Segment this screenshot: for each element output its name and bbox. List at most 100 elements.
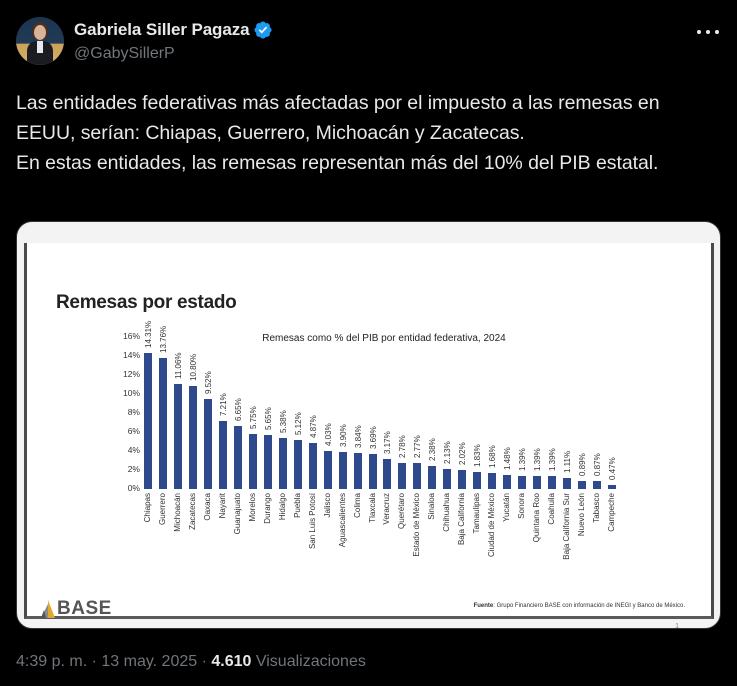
tweet-meta: 4:39 p. m. · 13 may. 2025 · 4.610 Visual… (16, 653, 366, 671)
base-logo: BASE (41, 598, 112, 620)
bar-value-label: 14.31% (144, 320, 153, 349)
bar (308, 442, 317, 489)
bar-value-label: 1.11% (563, 451, 573, 474)
bar (188, 386, 197, 489)
category-label: Quintana Roo (532, 493, 542, 543)
bar-value-label: 1.48% (503, 447, 513, 470)
separator: · (197, 653, 212, 670)
category-label: Yucatán (502, 493, 512, 522)
bar (533, 475, 542, 489)
category-label: Baja California Sur (562, 493, 572, 560)
bar (548, 475, 557, 489)
category-label: Querétaro (397, 493, 407, 530)
bar-value-label: 5.12% (293, 412, 303, 436)
y-tick-label: 16% (122, 331, 140, 341)
category-label: Durango (262, 493, 272, 524)
bar (203, 398, 212, 489)
bar-value-label: 4.03% (323, 423, 333, 446)
category-label: Puebla (292, 493, 302, 518)
views-label: Visualizaciones (251, 653, 366, 670)
bar (503, 474, 512, 489)
y-tick-label: 8% (127, 407, 140, 417)
category-label: Hidalgo (277, 493, 287, 521)
category-label: Zacatecas (187, 493, 197, 530)
bar (608, 484, 616, 489)
category-label: Estado de México (412, 493, 422, 557)
tweet-media-image[interactable]: Remesas por estado Remesas como % del PI… (16, 221, 721, 629)
more-options-icon[interactable] (697, 22, 719, 42)
bar (398, 462, 407, 489)
y-tick-label: 0% (127, 483, 140, 493)
views-count: 4.610 (211, 653, 252, 670)
display-name[interactable]: Gabriela Siller Pagaza (74, 20, 250, 39)
bar (368, 453, 377, 489)
bar (144, 353, 152, 489)
bar (383, 458, 392, 489)
bar (278, 437, 287, 489)
bar-value-label: 2.77% (413, 434, 423, 458)
bar (263, 435, 272, 489)
bar-value-label: 1.39% (533, 448, 543, 471)
bar (578, 480, 587, 489)
bar-value-label: 3.69% (368, 426, 378, 449)
y-tick-label: 6% (127, 426, 140, 436)
bar-value-label: 5.38% (278, 410, 288, 433)
tweet-date[interactable]: 13 may. 2025 (101, 653, 198, 670)
avatar[interactable] (16, 17, 64, 65)
bar (428, 466, 437, 489)
bar-value-label: 2.13% (443, 441, 453, 464)
category-label: Michoacán (172, 493, 182, 532)
bar (293, 440, 302, 489)
bar-value-label: 3.90% (338, 424, 348, 447)
bar-value-label: 3.84% (353, 424, 363, 448)
category-label: Guanajuato (232, 493, 242, 535)
page-number: 1 (675, 623, 679, 629)
bar-value-label: 9.52% (203, 370, 213, 394)
separator: · (87, 653, 102, 670)
bar (323, 450, 332, 489)
bar-value-label: 2.02% (458, 442, 468, 465)
y-tick-label: 10% (122, 388, 140, 398)
category-label: Chihuahua (442, 493, 452, 532)
tweet-time[interactable]: 4:39 p. m. (16, 653, 88, 670)
y-tick-label: 14% (122, 350, 140, 360)
bar-value-label: 1.83% (473, 443, 483, 467)
bar-value-label: 0.87% (593, 453, 603, 476)
category-label: Nayarit (217, 493, 227, 519)
bar (173, 383, 182, 489)
tweet-text: Las entidades federativas más afectadas … (16, 92, 660, 174)
bar-value-label: 13.76% (158, 326, 168, 354)
slide-title: Remesas por estado (56, 292, 237, 313)
category-label: Morelos (247, 493, 257, 522)
bar-value-label: 6.65% (233, 398, 243, 421)
y-tick-label: 12% (122, 369, 140, 379)
bar (488, 473, 497, 489)
logo-text: BASE (57, 598, 112, 619)
category-label: Veracruz (382, 493, 392, 525)
category-label: Baja California (457, 493, 467, 546)
bar (458, 469, 467, 489)
bar-value-label: 0.89% (578, 452, 588, 476)
bar (218, 420, 227, 489)
bar (233, 425, 242, 489)
chart-title: Remesas como % del PIB por entidad feder… (262, 333, 506, 344)
bar-value-label: 2.78% (398, 434, 408, 458)
category-label: Chiapas (143, 493, 152, 523)
bar-value-label: 4.87% (308, 415, 318, 438)
handle[interactable]: @GabySillerP (74, 45, 175, 62)
y-tick-label: 2% (127, 464, 140, 474)
bar (413, 462, 422, 489)
bar (473, 471, 482, 489)
bar (593, 480, 602, 489)
bar (518, 475, 527, 489)
bar-value-label: 5.75% (248, 406, 258, 430)
verified-badge-icon (254, 21, 272, 39)
category-label: Jalisco (322, 493, 332, 518)
bar (248, 434, 257, 489)
category-label: Tlaxcala (367, 493, 377, 523)
category-label: Tabasco (592, 493, 602, 523)
category-label: Nuevo León (577, 493, 587, 537)
category-label: Sonora (517, 493, 527, 519)
category-label: Colima (352, 493, 362, 518)
category-label: Guerrero (157, 493, 167, 526)
